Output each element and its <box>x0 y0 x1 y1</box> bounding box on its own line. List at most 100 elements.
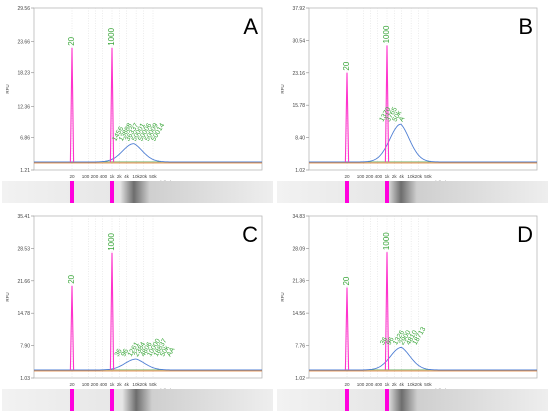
x-tick-label: 20 <box>69 382 75 387</box>
y-tick-label: 6.86 <box>20 136 30 142</box>
y-tick-label: 37.92 <box>292 6 305 12</box>
ladder-peak <box>69 285 75 370</box>
gel-lane <box>2 389 273 411</box>
panel-letter: C <box>242 222 258 247</box>
x-tick-label: 20k <box>415 174 423 179</box>
x-tick-label: 50k <box>424 382 432 387</box>
ladder-peak-label: 20 <box>67 36 76 45</box>
y-tick-label: 21.66 <box>17 279 30 285</box>
panel-letter: B <box>518 14 533 39</box>
smear-peak-label: 50k <box>159 344 171 358</box>
y-tick-label: 28.53 <box>17 246 30 252</box>
x-tick-label: 1k <box>385 382 391 387</box>
smear-trace <box>309 346 537 371</box>
y-tick-label: 29.56 <box>17 6 30 12</box>
y-tick-label: 7.76 <box>295 344 305 350</box>
y-tick-label: 34.83 <box>292 214 305 220</box>
y-tick-label: 15.78 <box>292 103 305 109</box>
y-tick-label: 1.21 <box>20 168 30 174</box>
smear-peak-label: 36 <box>379 336 389 346</box>
gel-band <box>345 181 349 203</box>
x-tick-label: 20 <box>69 174 75 179</box>
chart-svg: 35.41 28.53 21.66 14.78 7.90 1.03 RFU 20 100 200… <box>2 214 273 411</box>
ladder-peak <box>344 72 350 162</box>
x-tick-label: 2k <box>392 382 398 387</box>
y-tick-label: 28.09 <box>292 246 305 252</box>
x-tick-label: 2k <box>117 174 123 179</box>
smear-trace <box>34 358 262 371</box>
smear-trace <box>34 143 262 163</box>
x-tick-label: 4k <box>399 382 405 387</box>
ladder-peak-label: 1000 <box>107 232 116 250</box>
electropherogram-panel-a: 29.56 23.66 18.23 12.36 6.86 1.21 RFU 20 100 200… <box>0 0 275 208</box>
y-tick-label: 23.16 <box>292 71 305 77</box>
y-tick-label: 8.40 <box>295 136 305 142</box>
gel-lane <box>277 389 548 411</box>
x-tick-label: 10k <box>407 174 415 179</box>
y-tick-label: 14.78 <box>17 311 30 317</box>
y-tick-label: 30.54 <box>292 38 305 44</box>
x-tick-label: 20k <box>140 382 148 387</box>
x-tick-label: 100 200 400 <box>82 174 108 179</box>
smear-peak-label: 96 <box>120 348 130 358</box>
y-tick-label: 12.36 <box>17 104 30 110</box>
smear-peak-label: 96 <box>386 336 396 346</box>
gel-band <box>385 181 389 203</box>
y-tick-label: 1.03 <box>20 376 30 382</box>
gel-band <box>110 181 114 203</box>
plot-frame <box>308 215 538 379</box>
x-tick-label: 10k <box>132 382 140 387</box>
y-tick-label: 1.02 <box>295 168 305 174</box>
smear-trace <box>309 123 537 163</box>
x-tick-label: 20 <box>344 382 350 387</box>
smear-peak-label: AA <box>166 346 177 358</box>
x-tick-label: 10k <box>407 382 415 387</box>
plot-frame <box>33 7 263 171</box>
gel-band <box>110 389 114 411</box>
x-tick-label: 4k <box>124 382 130 387</box>
y-tick-label: 1.02 <box>295 376 305 382</box>
ladder-peak <box>384 252 390 370</box>
y-tick-label: 7.90 <box>20 344 30 350</box>
x-tick-label: 2k <box>392 174 398 179</box>
chart-svg: 34.83 28.09 21.36 14.56 7.76 1.02 RFU 20 100 200… <box>277 214 548 411</box>
x-tick-label: 1k <box>110 174 116 179</box>
ladder-peak-label: 1000 <box>107 27 116 45</box>
y-tick-label: 18.23 <box>17 71 30 77</box>
y-axis-label: RFU <box>5 84 10 93</box>
chart-svg: 37.92 30.54 23.16 15.78 8.40 1.02 RFU 20 100 200… <box>277 6 548 203</box>
x-tick-label: 2k <box>117 382 123 387</box>
ladder-peak <box>69 47 75 162</box>
smear-peak-label: A <box>398 115 407 123</box>
x-tick-label: 4k <box>124 174 130 179</box>
gel-lane <box>277 181 548 203</box>
x-tick-label: 20k <box>140 174 148 179</box>
x-tick-label: 1k <box>110 382 116 387</box>
gel-lane <box>2 181 273 203</box>
ladder-peak <box>109 47 115 162</box>
panel-letter: D <box>517 222 533 247</box>
x-tick-label: 100 200 400 <box>82 382 108 387</box>
ladder-peak-label: 1000 <box>382 25 391 43</box>
x-tick-label: 100 200 400 <box>357 382 383 387</box>
y-tick-label: 23.66 <box>17 40 30 46</box>
ladder-peak-label: 20 <box>342 276 351 285</box>
ladder-peak-label: 20 <box>67 274 76 283</box>
gel-band <box>70 389 74 411</box>
x-tick-label: 50k <box>424 174 432 179</box>
y-tick-label: 21.36 <box>292 279 305 285</box>
y-tick-label: 35.41 <box>17 214 30 220</box>
x-tick-label: 100 200 400 <box>357 174 383 179</box>
gel-band <box>385 389 389 411</box>
gel-band <box>70 181 74 203</box>
electropherogram-panel-c: 35.41 28.53 21.66 14.78 7.90 1.03 RFU 20 100 200… <box>0 208 275 416</box>
ladder-peak <box>384 45 390 162</box>
y-axis-label: RFU <box>280 84 285 93</box>
chart-svg: 29.56 23.66 18.23 12.36 6.86 1.21 RFU 20 100 200… <box>2 6 273 203</box>
electropherogram-panel-b: 37.92 30.54 23.16 15.78 8.40 1.02 RFU 20 100 200… <box>275 0 550 208</box>
smear-peak-label: 36 <box>114 348 124 358</box>
ladder-peak <box>344 287 350 370</box>
x-tick-label: 4k <box>399 174 405 179</box>
x-tick-label: 50k <box>149 382 157 387</box>
